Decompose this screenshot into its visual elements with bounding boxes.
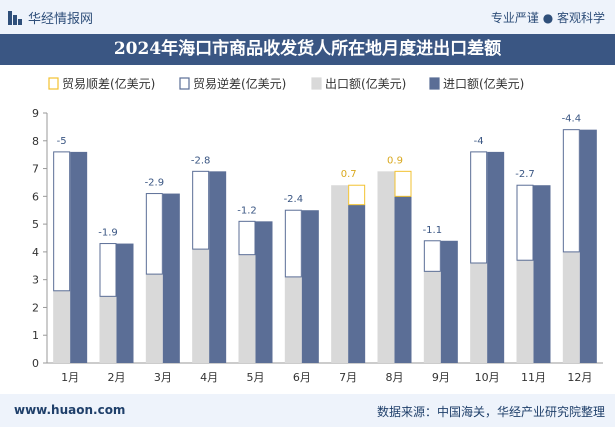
chart-title: 2024年海口市商品收发货人所在地月度进出口差额 xyxy=(0,34,615,65)
import-bar xyxy=(348,204,366,363)
export-bar xyxy=(470,263,488,363)
data-labels: -5 -1.9 -2.9 -2.8 -1.2 -2.4 0.7 0.9 -1.1 -4 -2.7 -4… xyxy=(57,114,581,239)
deficit-bar xyxy=(145,193,163,275)
footer-url: www.huaon.com xyxy=(14,403,126,417)
legend-deficit-label: 贸易逆差(亿美元) xyxy=(193,76,286,91)
axes: 0 1 2 3 4 5 6 7 8 9 1月 2月 3月 4月 5月 6月 7月 8月 9月 10月 11月 12月 xyxy=(32,107,603,384)
balance-data-label: -5 xyxy=(57,136,67,147)
export-bar xyxy=(145,274,163,363)
deficit-bar xyxy=(53,151,71,292)
export-bar xyxy=(284,276,302,363)
import-bar xyxy=(487,151,505,363)
export-bar xyxy=(377,171,395,363)
balance-data-label: -2.9 xyxy=(145,178,165,189)
import-bar xyxy=(394,196,412,363)
footer-source: 数据来源：中国海关，华经产业研究院整理 xyxy=(376,405,605,419)
surplus-bar xyxy=(394,170,412,197)
import-bar xyxy=(579,129,597,363)
top-banner: 华经情报网 专业严谨 ● 客观科学 xyxy=(0,0,615,34)
y-tick-label: 1 xyxy=(32,329,39,342)
tagline: 专业严谨 ● 客观科学 xyxy=(490,11,605,25)
export-bar xyxy=(192,249,210,363)
balance-data-label: 0.7 xyxy=(341,169,357,180)
balance-data-label: -1.1 xyxy=(423,225,443,236)
import-bar xyxy=(440,240,458,363)
x-tick-label: 3月 xyxy=(154,371,172,384)
brand-logo-icon xyxy=(8,10,22,25)
legend: 贸易顺差(亿美元) 贸易逆差(亿美元) 出口额(亿美元) 进口额(亿美元) xyxy=(48,76,524,91)
y-tick-label: 6 xyxy=(32,190,39,203)
deficit-bar xyxy=(284,209,302,278)
y-tick-label: 4 xyxy=(32,246,39,259)
y-tick-label: 0 xyxy=(32,357,39,370)
legend-export-swatch xyxy=(311,77,322,90)
legend-import-label: 进口额(亿美元) xyxy=(443,76,524,91)
legend-export-label: 出口额(亿美元) xyxy=(325,76,406,91)
deficit-bar xyxy=(99,243,117,297)
chart-area: 贸易顺差(亿美元) 贸易逆差(亿美元) 出口额(亿美元) 进口额(亿美元) 0 1 2 3 4… xyxy=(32,76,603,384)
balance-data-label: -2.7 xyxy=(515,169,535,180)
x-tick-label: 2月 xyxy=(108,371,126,384)
y-tick-label: 7 xyxy=(32,163,39,176)
brand: 华经情报网 xyxy=(8,8,93,27)
import-bar xyxy=(209,171,227,363)
export-bar xyxy=(562,251,580,363)
x-tick-label: 7月 xyxy=(339,371,357,384)
deficit-bar xyxy=(562,129,580,253)
legend-import-swatch xyxy=(429,77,440,90)
balance-data-label: -1.9 xyxy=(98,228,118,239)
balance-data-label: -2.8 xyxy=(191,155,211,166)
legend-surplus-swatch xyxy=(48,77,59,90)
x-tick-label: 8月 xyxy=(386,371,404,384)
bars xyxy=(53,129,597,363)
y-tick-label: 5 xyxy=(32,218,39,231)
footer: www.huaon.com 数据来源：中国海关，华经产业研究院整理 xyxy=(0,394,615,427)
export-bar xyxy=(331,185,349,363)
x-tick-label: 6月 xyxy=(293,371,311,384)
deficit-bar xyxy=(238,220,256,256)
export-bar xyxy=(53,290,71,363)
import-bar xyxy=(255,221,273,363)
brand-name: 华经情报网 xyxy=(28,12,94,27)
balance-data-label: -2.4 xyxy=(284,194,304,205)
import-bar xyxy=(301,210,319,363)
deficit-bar xyxy=(470,151,488,264)
y-tick-label: 2 xyxy=(32,301,39,314)
x-tick-label: 5月 xyxy=(247,371,265,384)
deficit-bar xyxy=(516,184,534,261)
balance-data-label: -4 xyxy=(474,136,484,147)
export-bar xyxy=(423,271,441,363)
balance-data-label: -1.2 xyxy=(237,205,257,216)
import-bar xyxy=(116,243,134,363)
x-tick-label: 1月 xyxy=(61,371,79,384)
import-bar xyxy=(162,193,180,363)
export-bar xyxy=(516,260,534,363)
y-tick-label: 9 xyxy=(32,107,39,120)
import-bar xyxy=(533,185,551,363)
legend-deficit-swatch xyxy=(179,77,190,90)
deficit-bar xyxy=(423,240,441,272)
balance-data-label: 0.9 xyxy=(387,155,403,166)
x-tick-label: 12月 xyxy=(567,371,592,384)
balance-data-label: -4.4 xyxy=(562,114,582,125)
legend-surplus-label: 贸易顺差(亿美元) xyxy=(62,76,155,91)
export-bar xyxy=(99,296,117,363)
y-tick-label: 8 xyxy=(32,135,39,148)
deficit-bar xyxy=(192,170,210,250)
x-tick-label: 11月 xyxy=(521,371,546,384)
x-tick-label: 9月 xyxy=(432,371,450,384)
y-tick-label: 3 xyxy=(32,274,39,287)
import-bar xyxy=(70,151,88,363)
surplus-bar xyxy=(348,184,366,206)
x-tick-label: 10月 xyxy=(475,371,500,384)
x-tick-label: 4月 xyxy=(200,371,218,384)
export-bar xyxy=(238,254,256,363)
